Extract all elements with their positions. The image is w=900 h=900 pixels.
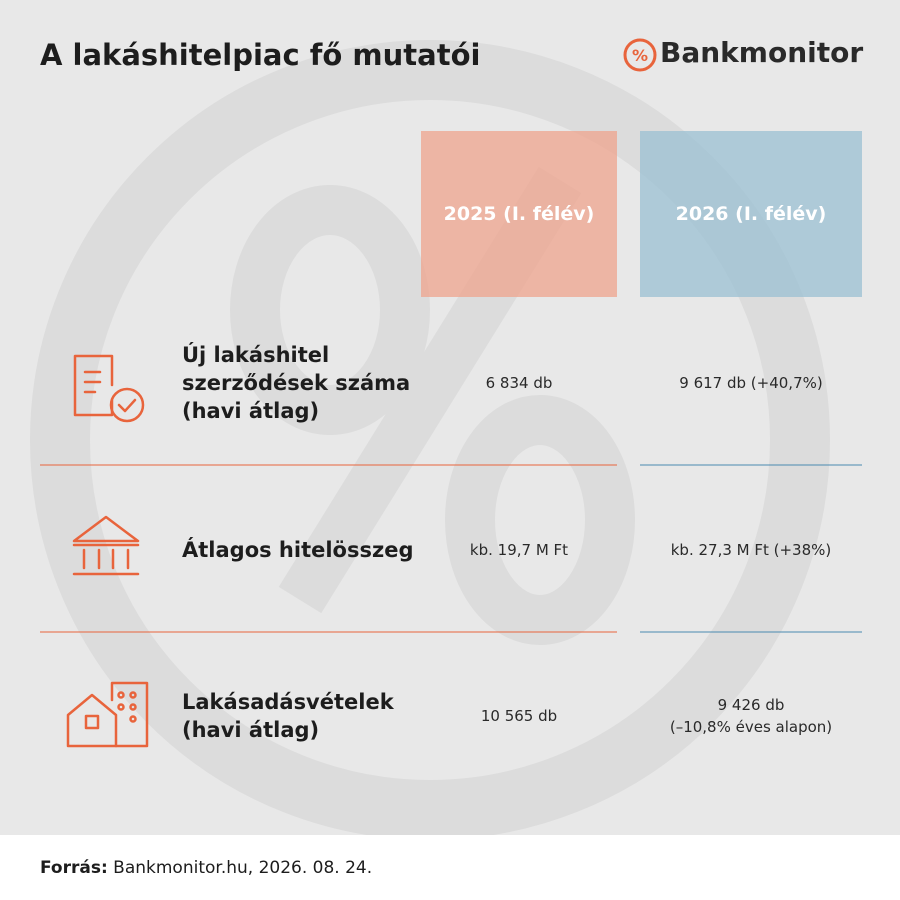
cell-value: 9 426 db (–10,8% éves alapon)	[670, 694, 832, 738]
text-line: kb. 27,3 M Ft (+38%)	[670, 541, 832, 559]
decor: %	[30, 38, 862, 835]
text-line: 10 565 db	[480, 707, 558, 725]
text-line: 9 426 db	[717, 696, 785, 714]
row-label: Átlagos hitelösszeg	[182, 536, 422, 564]
text-line: Új lakáshitel	[182, 343, 330, 367]
text-line: (–10,8% éves alapon)	[669, 718, 833, 736]
cell-value: kb. 27,3 M Ft (+38%)	[671, 539, 832, 561]
text-line: 9 617 db (+40,7%)	[679, 374, 823, 392]
text-line: Lakásadásvételek	[182, 690, 394, 714]
text-line: kb. 19,7 M Ft	[469, 541, 569, 559]
svg-text:%: %	[632, 46, 648, 65]
row-label: Új lakáshitel szerződések száma (havi átla…	[182, 341, 422, 425]
main-panel: % A lakáshitelpiac fő mutatói Bankmonito…	[0, 0, 900, 835]
cell-value: 10 565 db	[481, 705, 557, 727]
text-line: (havi átlag)	[182, 399, 320, 423]
brand: Bankmonitor	[660, 36, 864, 69]
cell-value: kb. 19,7 M Ft	[470, 539, 568, 561]
source-label: Forrás:	[40, 858, 108, 878]
cell-value: 9 617 db (+40,7%)	[679, 372, 822, 394]
source-text: Bankmonitor.hu, 2026. 08. 24.	[113, 858, 373, 878]
text-line: (havi átlag)	[182, 718, 320, 742]
text-line: szerződések száma	[182, 371, 411, 395]
text-line: 6 834 db	[485, 374, 553, 392]
text-line: Átlagos hitelösszeg	[182, 538, 414, 562]
column-header: 2025 (I. félév)	[421, 131, 617, 297]
column-header: 2026 (I. félév)	[640, 131, 862, 297]
title: A lakáshitelpiac fő mutatói	[40, 38, 481, 72]
source: Forrás: Bankmonitor.hu, 2026. 08. 24.	[40, 858, 372, 878]
cell-value: 6 834 db	[486, 372, 553, 394]
row-label: Lakásadásvételek (havi átlag)	[182, 688, 422, 744]
